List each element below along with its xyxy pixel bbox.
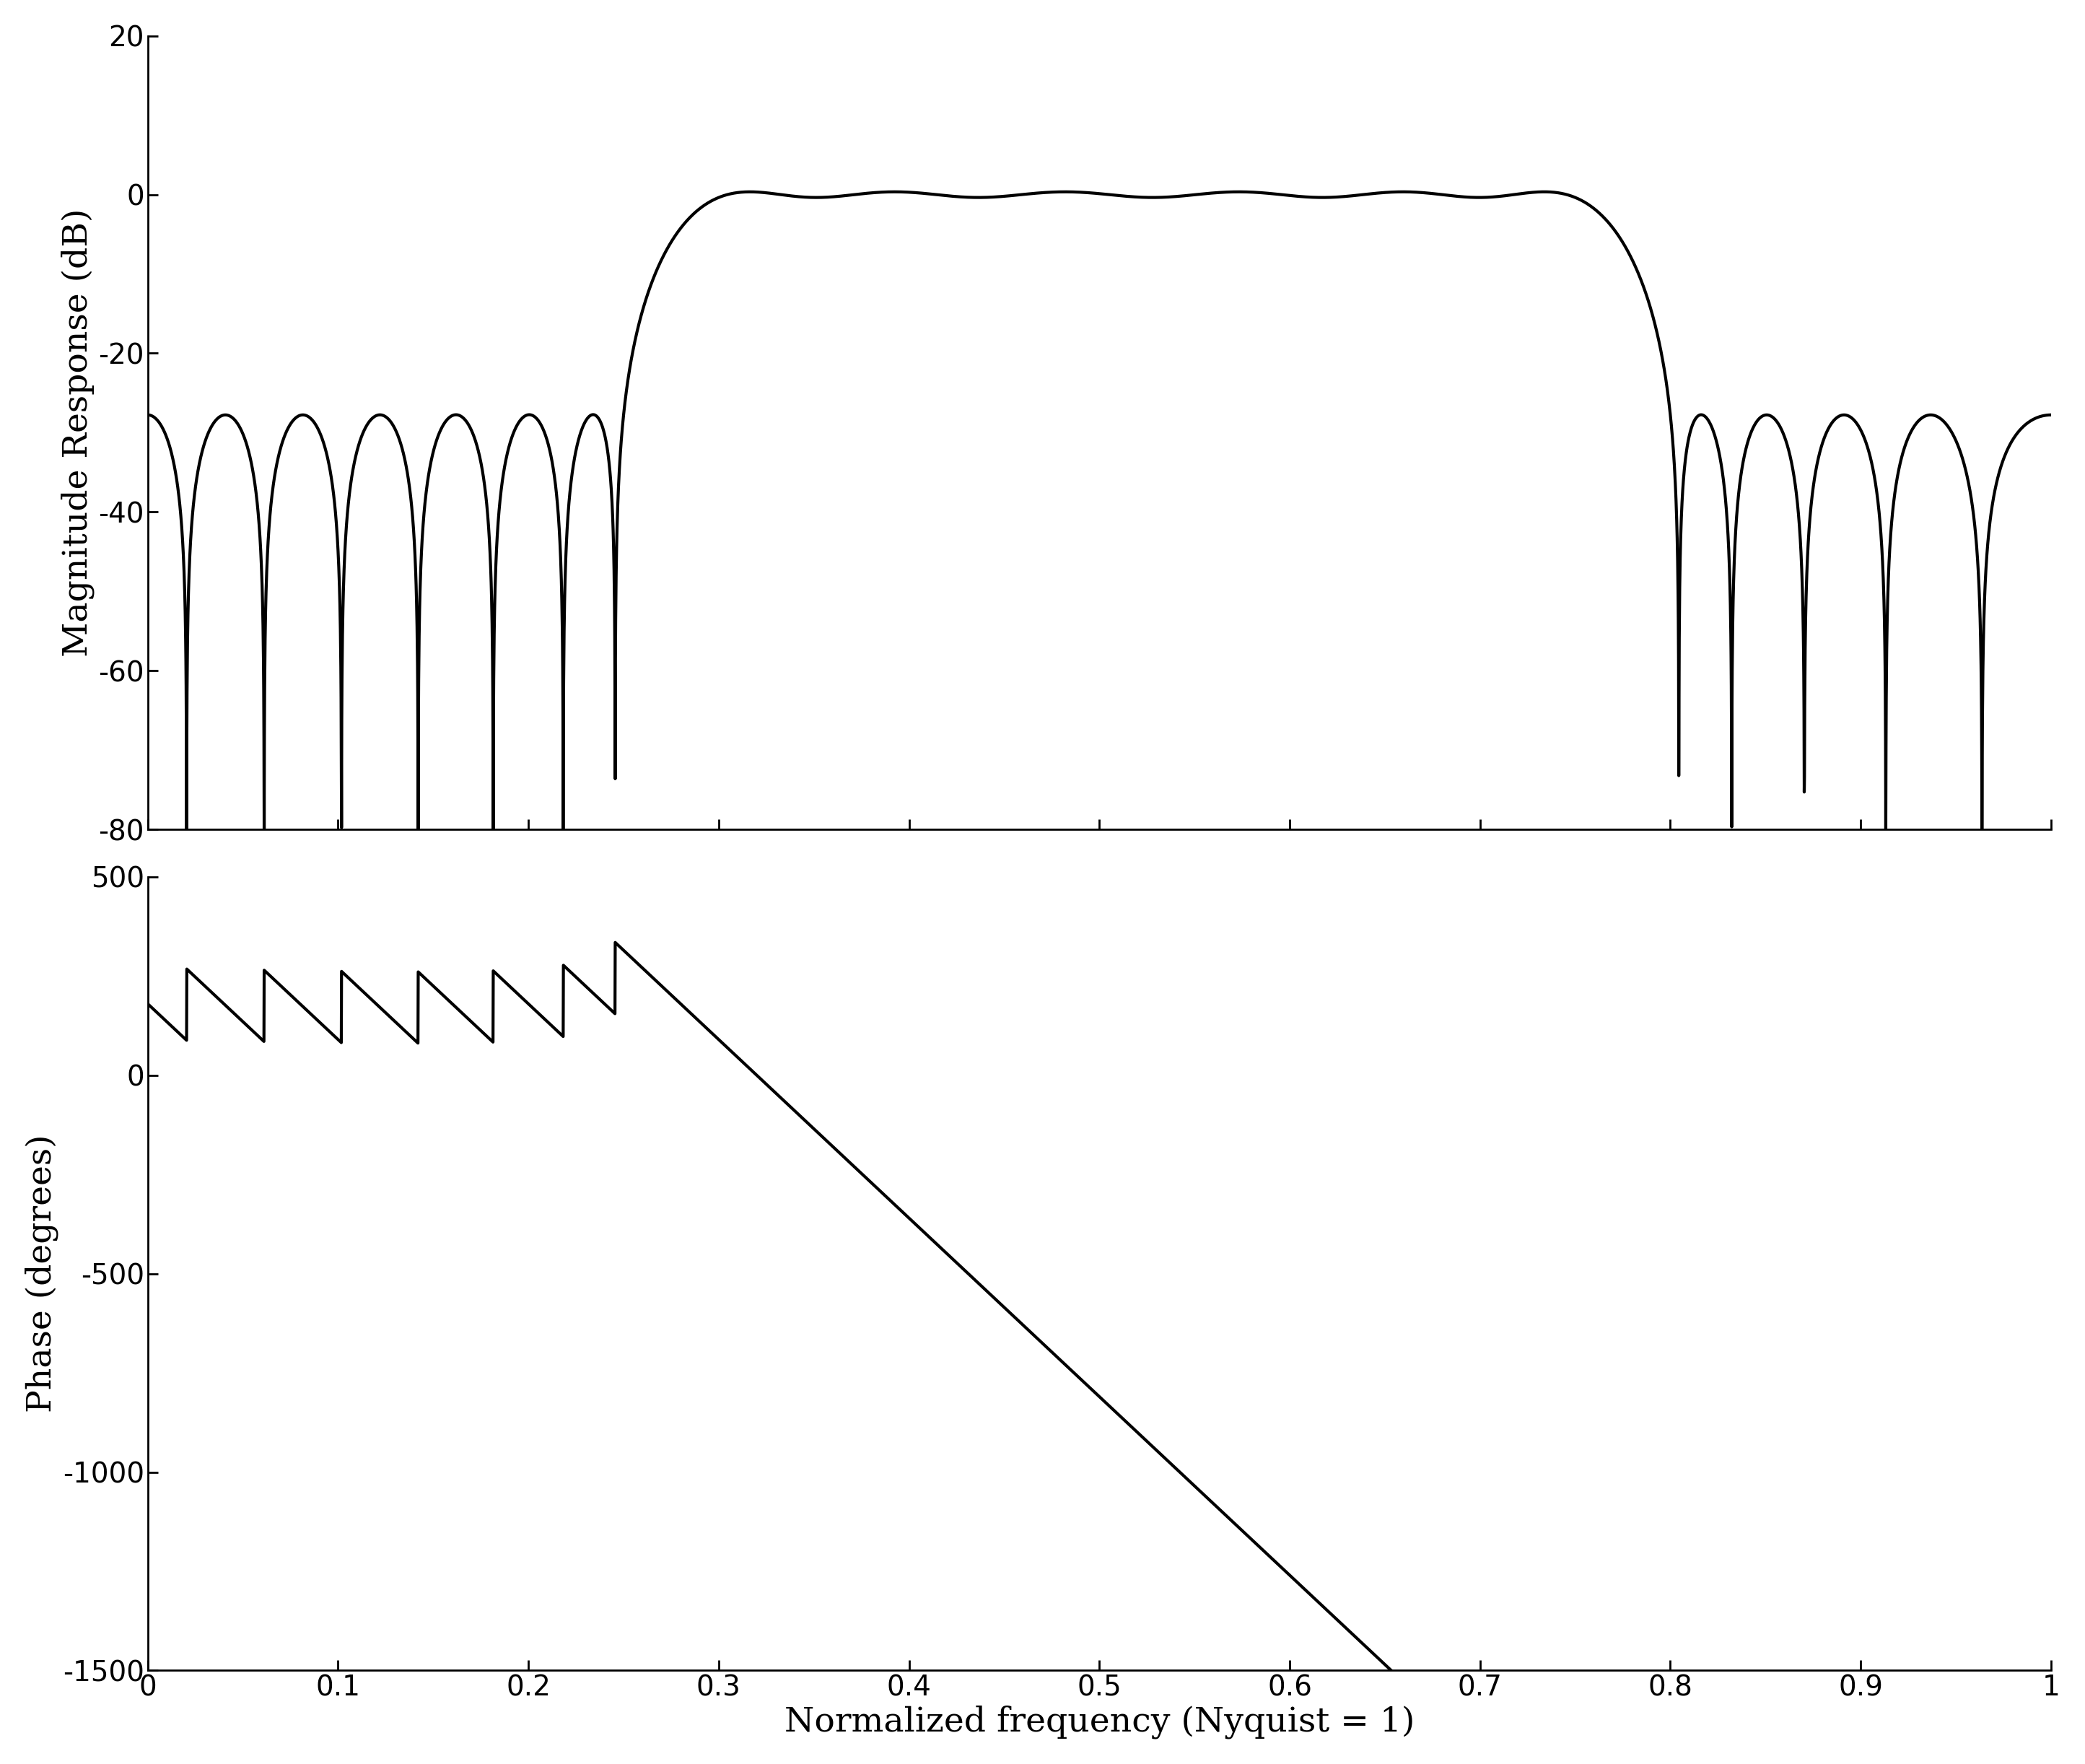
- X-axis label: Normalized frequency (Nyquist = 1): Normalized frequency (Nyquist = 1): [784, 1706, 1414, 1739]
- Y-axis label: Phase (degrees): Phase (degrees): [25, 1134, 58, 1413]
- Y-axis label: Magnitude Response (dB): Magnitude Response (dB): [60, 208, 94, 656]
